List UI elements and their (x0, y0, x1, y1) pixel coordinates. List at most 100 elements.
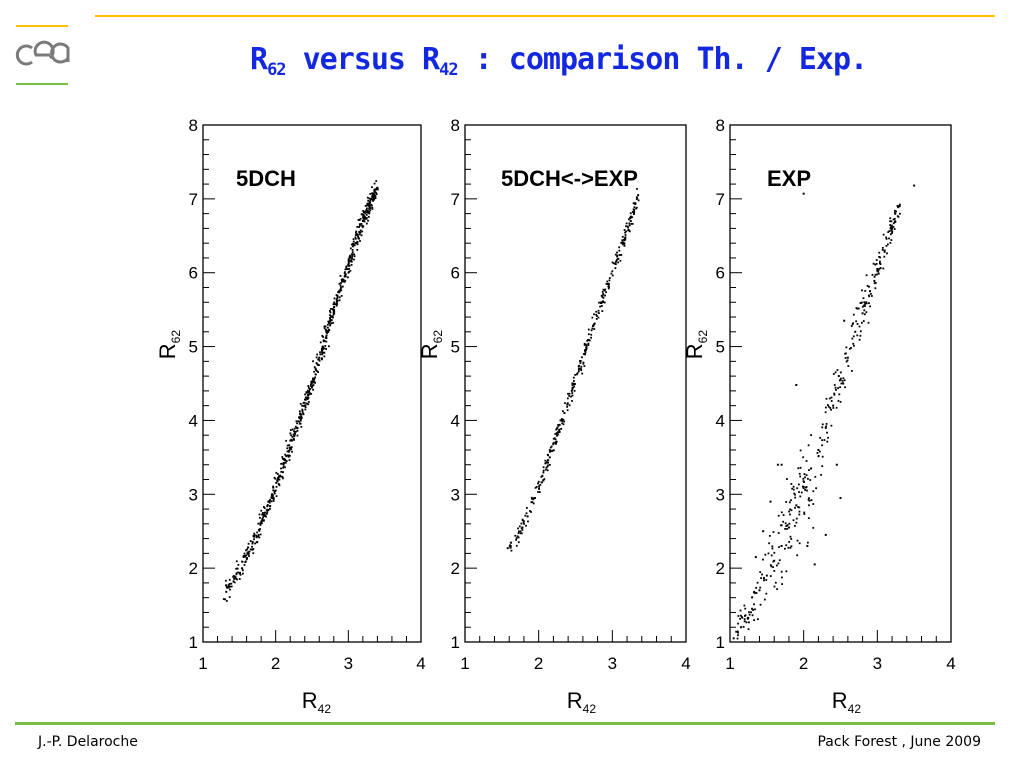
data-point (265, 512, 268, 515)
data-point (762, 530, 765, 533)
data-point (852, 342, 855, 345)
data-point (784, 527, 787, 530)
data-point (256, 531, 259, 534)
data-point (797, 506, 799, 508)
data-point (344, 273, 347, 276)
data-point (812, 503, 815, 505)
data-point (509, 546, 512, 549)
data-point (753, 590, 756, 593)
data-point (878, 251, 881, 254)
data-point (316, 353, 319, 356)
data-point (335, 304, 338, 307)
data-point (601, 305, 603, 307)
data-point (859, 334, 862, 337)
data-point (865, 274, 868, 277)
data-point (579, 362, 582, 364)
data-point (769, 500, 772, 503)
data-point (290, 439, 293, 442)
data-point (225, 584, 227, 587)
data-point (537, 482, 539, 485)
data-point (319, 353, 322, 356)
data-point (807, 498, 810, 501)
data-point (606, 280, 609, 283)
data-point (227, 586, 230, 589)
data-point (804, 488, 807, 491)
data-point (794, 496, 797, 499)
data-point (233, 576, 236, 578)
data-point (798, 513, 801, 516)
data-point (593, 322, 596, 325)
data-point (792, 488, 795, 491)
data-point (821, 423, 824, 426)
data-point (591, 316, 594, 319)
data-point (281, 457, 284, 460)
data-point (620, 254, 623, 256)
data-point (258, 529, 261, 532)
data-point (257, 534, 260, 536)
data-point (893, 217, 896, 220)
data-point (260, 521, 263, 524)
data-point (762, 558, 764, 561)
data-point (520, 522, 523, 525)
data-point (373, 188, 376, 191)
data-point (232, 580, 235, 583)
data-point (611, 274, 614, 277)
data-point (580, 365, 583, 368)
data-point (321, 357, 323, 360)
data-point (821, 465, 824, 468)
data-point (879, 260, 881, 263)
data-point (826, 431, 828, 434)
data-point (356, 243, 359, 246)
data-point (259, 524, 262, 526)
data-point (303, 398, 306, 401)
data-point (516, 535, 519, 538)
data-point (853, 344, 855, 347)
data-point (629, 212, 632, 215)
data-point (782, 514, 785, 516)
data-point (776, 463, 779, 466)
data-point (363, 220, 366, 223)
data-point (792, 519, 795, 522)
data-point (841, 379, 844, 382)
data-point (845, 360, 848, 363)
data-point (861, 289, 863, 292)
data-point (542, 479, 545, 482)
data-point (259, 516, 261, 519)
x-tick-label: 4 (946, 654, 955, 673)
data-point (876, 273, 878, 276)
data-point (359, 231, 362, 234)
data-point (568, 392, 571, 395)
data-point (874, 287, 877, 290)
data-point (597, 309, 600, 312)
data-point (521, 528, 524, 531)
data-point (555, 440, 558, 443)
data-point (864, 302, 867, 305)
data-point (364, 205, 367, 207)
data-point (368, 200, 371, 203)
data-point (349, 247, 352, 250)
data-point (371, 195, 374, 198)
data-point (774, 581, 777, 584)
data-point (816, 452, 819, 454)
data-point (529, 510, 531, 512)
data-point (537, 480, 540, 483)
data-point (778, 546, 780, 548)
data-point (744, 607, 747, 610)
data-point (630, 215, 632, 218)
data-point (600, 294, 603, 297)
data-point (276, 480, 279, 483)
data-point (863, 304, 865, 307)
data-point (373, 196, 376, 199)
data-point (596, 315, 598, 317)
data-point (521, 519, 524, 522)
data-point (838, 393, 841, 396)
data-point (607, 283, 610, 286)
data-point (895, 210, 898, 213)
data-point (332, 303, 335, 306)
data-point (740, 626, 743, 629)
data-point (819, 436, 822, 439)
data-point (548, 449, 551, 451)
data-point (839, 400, 842, 403)
data-point (743, 604, 746, 607)
data-point (842, 382, 845, 385)
